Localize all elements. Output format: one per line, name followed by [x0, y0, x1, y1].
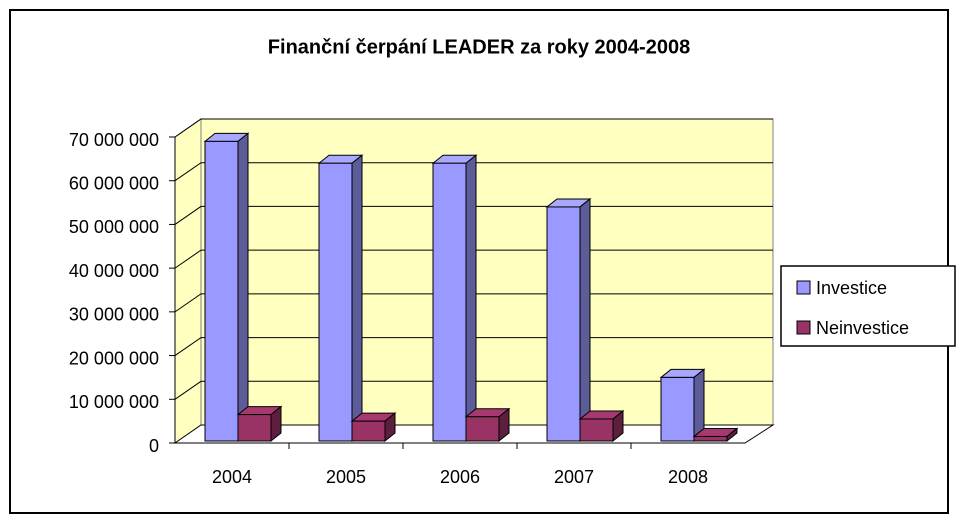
x-tick-label: 2008 [668, 467, 708, 487]
chart-title: Finanční čerpání LEADER za roky 2004-200… [268, 36, 690, 58]
x-tick-label: 2006 [440, 467, 480, 487]
bar-side [237, 132, 249, 443]
side-wall [174, 118, 202, 444]
legend-swatch [796, 320, 811, 335]
legend-label: Neinvestice [816, 318, 909, 338]
y-tick-label: 60 000 000 [69, 173, 159, 193]
bar [351, 420, 386, 442]
legend-label: Investice [816, 278, 887, 298]
bar [318, 162, 353, 442]
y-tick-label: 40 000 000 [69, 261, 159, 281]
x-tick-label: 2005 [326, 467, 366, 487]
x-tick-label: 2007 [554, 467, 594, 487]
y-tick-label: 30 000 000 [69, 305, 159, 325]
grid-line [174, 162, 773, 182]
bar-side [351, 154, 363, 443]
legend-swatch [796, 280, 811, 295]
y-tick-label: 50 000 000 [69, 217, 159, 237]
bar [546, 206, 581, 442]
bar-side [579, 197, 591, 443]
bar [660, 376, 695, 442]
bar-side [465, 154, 477, 443]
bar [237, 414, 272, 442]
y-tick-label: 10 000 000 [69, 392, 159, 412]
y-tick-label: 0 [149, 436, 159, 456]
grid-line [174, 118, 773, 138]
bar [204, 140, 239, 442]
y-tick-label: 70 000 000 [69, 130, 159, 150]
bar [579, 418, 614, 442]
y-tick-label: 20 000 000 [69, 348, 159, 368]
bar [465, 416, 500, 442]
x-tick-label: 2004 [212, 467, 252, 487]
bar [432, 162, 467, 442]
bar [693, 435, 728, 442]
